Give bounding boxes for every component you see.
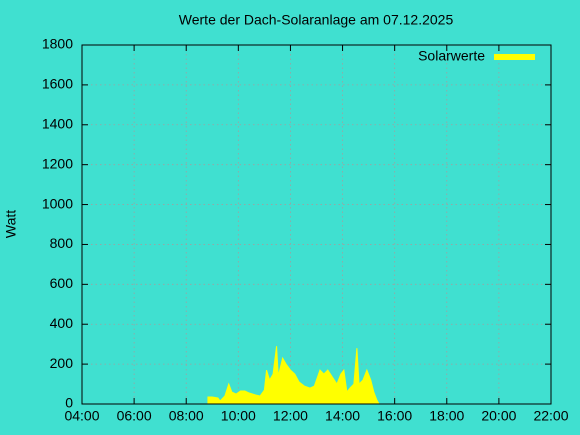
x-tick-label: 18:00 [429,408,464,424]
chart-title: Werte der Dach-Solaranlage am 07.12.2025 [179,12,454,28]
x-tick-label: 08:00 [169,408,204,424]
y-tick-label: 1200 [42,155,73,171]
y-tick-label: 800 [50,235,74,251]
y-tick-label: 1400 [42,115,73,131]
y-tick-label: 600 [50,275,74,291]
y-tick-label: 200 [50,355,74,371]
x-tick-label: 04:00 [64,408,99,424]
y-tick-label: 1600 [42,76,73,92]
x-tick-label: 12:00 [273,408,308,424]
x-tick-label: 06:00 [117,408,152,424]
plot-border [81,44,552,405]
legend-swatch [494,54,535,60]
x-tick-label: 10:00 [221,408,256,424]
x-tick-label: 22:00 [533,408,568,424]
x-tick-label: 14:00 [325,408,360,424]
y-tick-label: 1000 [42,195,73,211]
y-tick-label: 0 [65,395,73,411]
x-tick-label: 20:00 [481,408,516,424]
y-axis-label: Watt [3,210,19,238]
y-tick-label: 1800 [42,36,73,52]
area [207,346,380,405]
legend-label: Solarwerte [418,48,485,64]
y-tick-label: 400 [50,315,74,331]
x-tick-label: 16:00 [377,408,412,424]
